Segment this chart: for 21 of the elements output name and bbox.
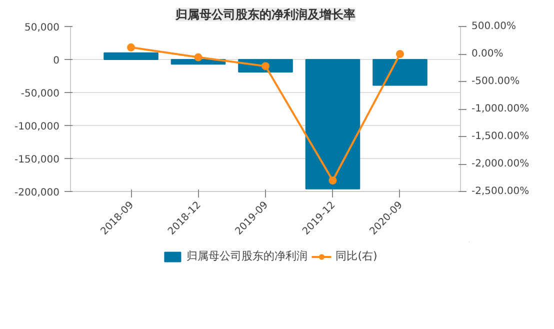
y-tick-label: -150,000: [14, 154, 60, 166]
y2-tick-label: -500.00%: [472, 76, 520, 87]
y2-tick-label: 500.00%: [472, 21, 516, 32]
point: [262, 62, 270, 70]
y-tick-label: -100,000: [14, 122, 60, 132]
y2-tick-label: -1,500.00%: [472, 131, 530, 142]
legend-label: 归属母公司股东的净利润: [186, 248, 308, 264]
y2-tick-label: -1,000.00%: [472, 104, 530, 114]
y2-tick-label: 0.00%: [472, 48, 504, 60]
y2-tick-label: -2,000.00%: [472, 158, 530, 170]
y-tick-label: 0: [53, 56, 60, 66]
y-tick-label: -200,000: [14, 188, 60, 198]
y-tick-label: -50,000: [20, 88, 60, 100]
point: [396, 50, 404, 58]
point: [127, 43, 136, 52]
point: [328, 176, 337, 184]
y-tick-label: 50,000: [24, 22, 60, 34]
chart-title: 归属母公司股东的净利润及增长率: [174, 8, 356, 22]
y2-tick-label: -2,500.00%: [472, 186, 530, 197]
legend-label: 同比(右): [336, 248, 378, 264]
point: [194, 53, 202, 62]
